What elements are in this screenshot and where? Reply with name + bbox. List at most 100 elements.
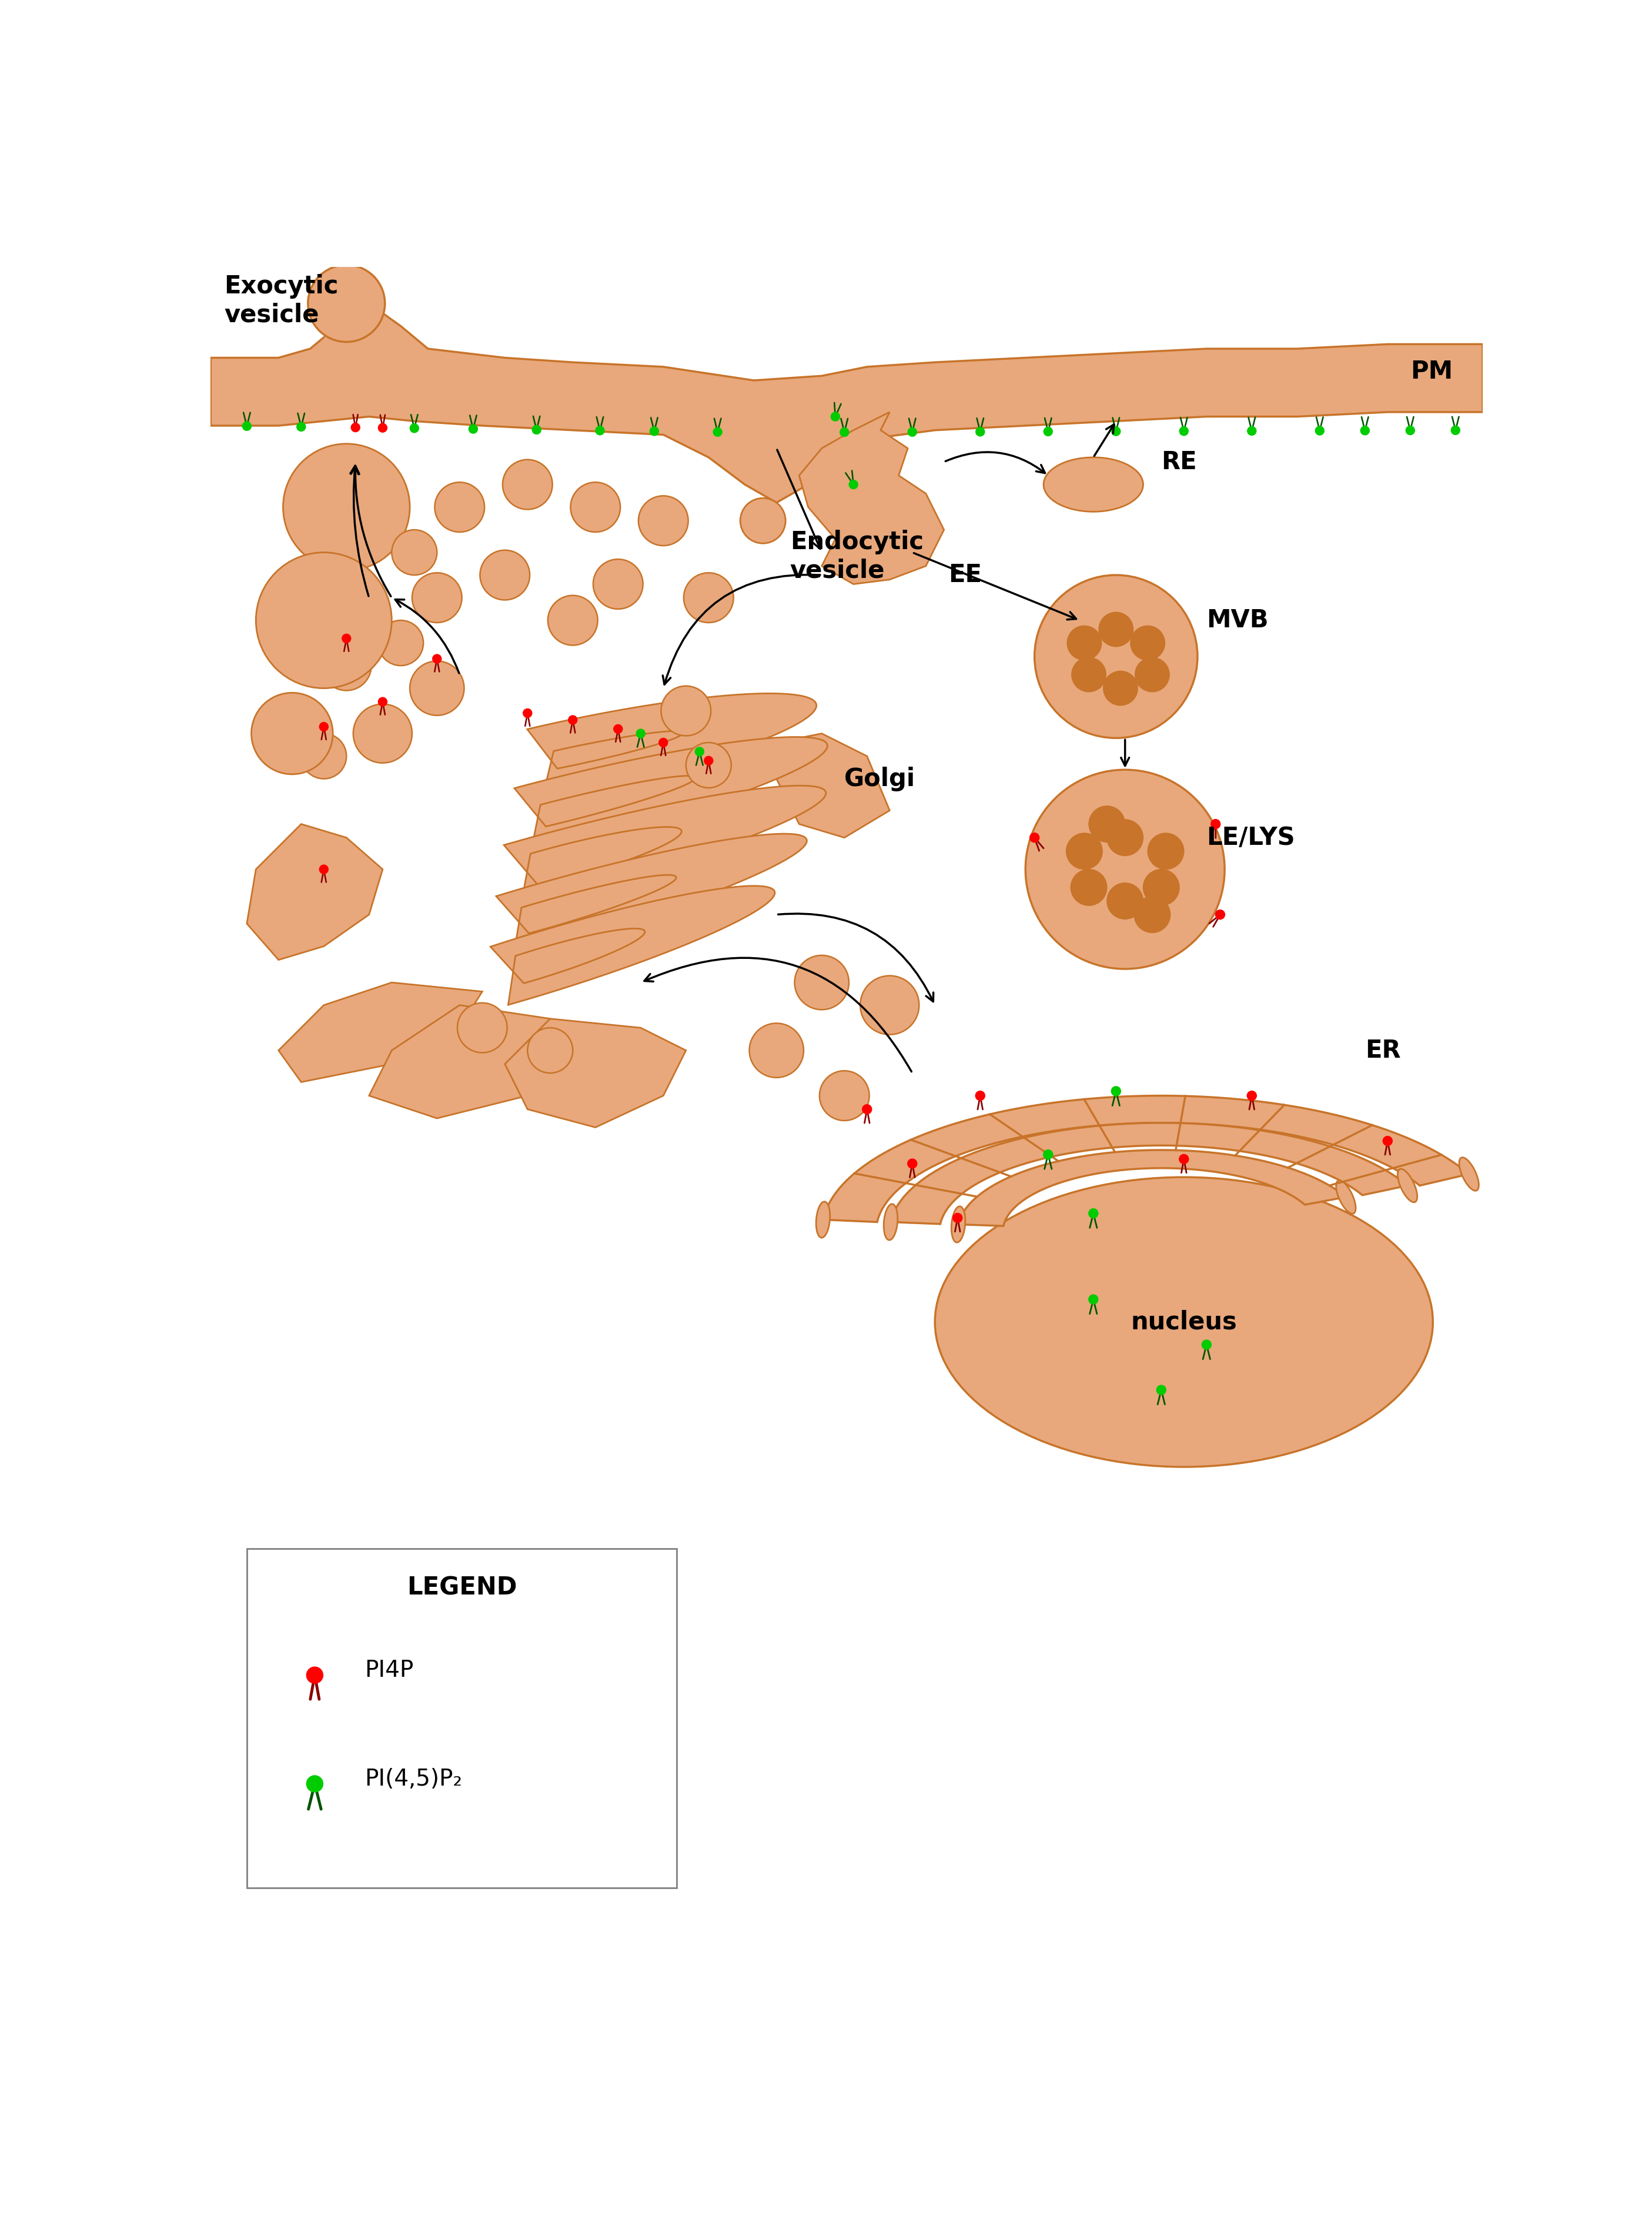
Circle shape	[378, 698, 387, 707]
Circle shape	[1029, 834, 1039, 843]
Circle shape	[1067, 625, 1102, 660]
Circle shape	[1026, 769, 1224, 969]
Circle shape	[481, 549, 530, 600]
Circle shape	[636, 729, 644, 738]
Circle shape	[1383, 1136, 1393, 1145]
Circle shape	[433, 654, 441, 662]
Polygon shape	[246, 825, 383, 960]
Circle shape	[1112, 427, 1120, 436]
Ellipse shape	[952, 1207, 965, 1243]
Circle shape	[1156, 1385, 1166, 1394]
Circle shape	[953, 1214, 961, 1223]
Circle shape	[819, 1071, 869, 1120]
Circle shape	[1450, 427, 1460, 436]
Circle shape	[1148, 834, 1184, 869]
Circle shape	[1315, 427, 1325, 436]
Text: LEGEND: LEGEND	[406, 1576, 517, 1601]
Ellipse shape	[1044, 458, 1143, 511]
Circle shape	[1135, 658, 1170, 691]
Polygon shape	[890, 1123, 1408, 1225]
Circle shape	[1034, 576, 1198, 738]
Circle shape	[740, 498, 786, 542]
Polygon shape	[506, 1018, 686, 1127]
Polygon shape	[496, 834, 806, 956]
Circle shape	[1211, 820, 1221, 829]
Circle shape	[613, 725, 623, 734]
Circle shape	[1216, 909, 1224, 920]
Circle shape	[319, 865, 329, 874]
Circle shape	[354, 705, 411, 762]
Circle shape	[1089, 1209, 1099, 1218]
Circle shape	[1070, 869, 1107, 905]
Text: PM: PM	[1411, 358, 1452, 385]
Circle shape	[976, 427, 985, 436]
Text: MVB: MVB	[1206, 607, 1269, 634]
Circle shape	[1135, 896, 1170, 934]
Circle shape	[975, 1091, 985, 1100]
Circle shape	[795, 956, 849, 1009]
Text: EE: EE	[948, 562, 981, 587]
Circle shape	[469, 425, 477, 433]
Circle shape	[695, 747, 704, 756]
Ellipse shape	[1398, 1169, 1417, 1203]
Circle shape	[243, 422, 251, 431]
Circle shape	[1104, 671, 1138, 705]
Circle shape	[907, 1158, 917, 1169]
Circle shape	[684, 574, 733, 622]
Circle shape	[297, 422, 306, 431]
Text: LE/LYS: LE/LYS	[1206, 825, 1295, 849]
Polygon shape	[279, 983, 482, 1083]
Polygon shape	[368, 1005, 573, 1118]
Circle shape	[524, 709, 532, 718]
Circle shape	[527, 1027, 573, 1074]
Circle shape	[649, 427, 659, 436]
Circle shape	[1066, 834, 1102, 869]
Circle shape	[638, 496, 689, 545]
Circle shape	[410, 660, 464, 716]
Circle shape	[458, 1003, 507, 1054]
Ellipse shape	[816, 1203, 829, 1238]
Polygon shape	[504, 785, 826, 907]
Ellipse shape	[935, 1178, 1432, 1467]
Circle shape	[686, 742, 732, 787]
Circle shape	[750, 1023, 803, 1078]
Circle shape	[1089, 1294, 1099, 1305]
Polygon shape	[800, 411, 943, 585]
Circle shape	[1099, 611, 1133, 647]
Circle shape	[378, 422, 387, 431]
Polygon shape	[823, 1096, 1469, 1223]
Circle shape	[1247, 1091, 1257, 1100]
Text: ER: ER	[1365, 1038, 1401, 1063]
Circle shape	[1180, 427, 1188, 436]
Circle shape	[410, 425, 418, 433]
Text: PI4P: PI4P	[365, 1658, 413, 1683]
Circle shape	[861, 976, 919, 1034]
Circle shape	[251, 694, 332, 774]
Circle shape	[595, 427, 605, 436]
Circle shape	[1044, 427, 1052, 436]
Circle shape	[661, 687, 710, 736]
Circle shape	[831, 411, 839, 420]
Ellipse shape	[884, 1205, 897, 1240]
Circle shape	[849, 480, 857, 489]
Circle shape	[1130, 625, 1165, 660]
Circle shape	[307, 1667, 324, 1683]
Circle shape	[532, 425, 540, 433]
Circle shape	[1361, 427, 1370, 436]
Circle shape	[319, 722, 329, 731]
Polygon shape	[958, 1149, 1346, 1225]
Circle shape	[502, 460, 552, 509]
Circle shape	[1112, 1087, 1120, 1096]
Circle shape	[568, 716, 577, 725]
Circle shape	[342, 634, 350, 642]
Ellipse shape	[1336, 1180, 1356, 1214]
Ellipse shape	[1459, 1158, 1479, 1192]
Polygon shape	[491, 887, 775, 1005]
Circle shape	[434, 482, 484, 531]
Polygon shape	[246, 1549, 677, 1887]
Circle shape	[909, 427, 917, 436]
Circle shape	[659, 738, 667, 747]
Circle shape	[1089, 807, 1125, 843]
Circle shape	[392, 529, 438, 576]
Circle shape	[411, 574, 463, 622]
